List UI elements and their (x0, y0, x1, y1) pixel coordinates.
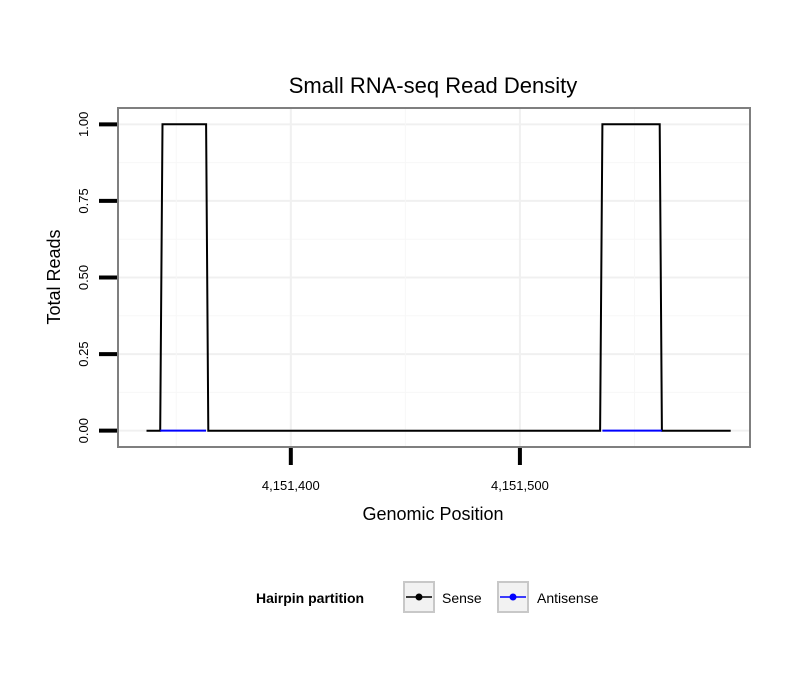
y-tick-label: 1.00 (76, 112, 91, 137)
legend-title: Hairpin partition (256, 590, 364, 606)
legend: Hairpin partition Sense Antisense (256, 581, 599, 613)
plot-panel-border (117, 107, 751, 448)
y-tick-label: 0.50 (76, 265, 91, 290)
y-tick-label: 0.25 (76, 341, 91, 366)
legend-dot-antisense (509, 593, 517, 601)
series-sense-line (146, 123, 731, 432)
legend-label-sense: Sense (442, 590, 482, 606)
x-axis: 4,151,400 4,151,500 (262, 448, 549, 493)
y-axis: 0.00 0.25 0.50 0.75 1.00 (76, 112, 117, 443)
x-tick-label: 4,151,400 (262, 478, 320, 493)
y-tick-label: 0.00 (76, 418, 91, 443)
y-tick-label: 0.75 (76, 188, 91, 213)
legend-label-antisense: Antisense (537, 590, 599, 606)
series-layer (146, 123, 731, 432)
grid-lines (119, 109, 749, 446)
x-tick-label: 4,151,500 (491, 478, 549, 493)
x-axis-title: Genomic Position (362, 504, 503, 524)
legend-dot-sense (415, 593, 423, 601)
y-axis-title: Total Reads (44, 229, 64, 324)
chart-title: Small RNA-seq Read Density (289, 73, 578, 98)
